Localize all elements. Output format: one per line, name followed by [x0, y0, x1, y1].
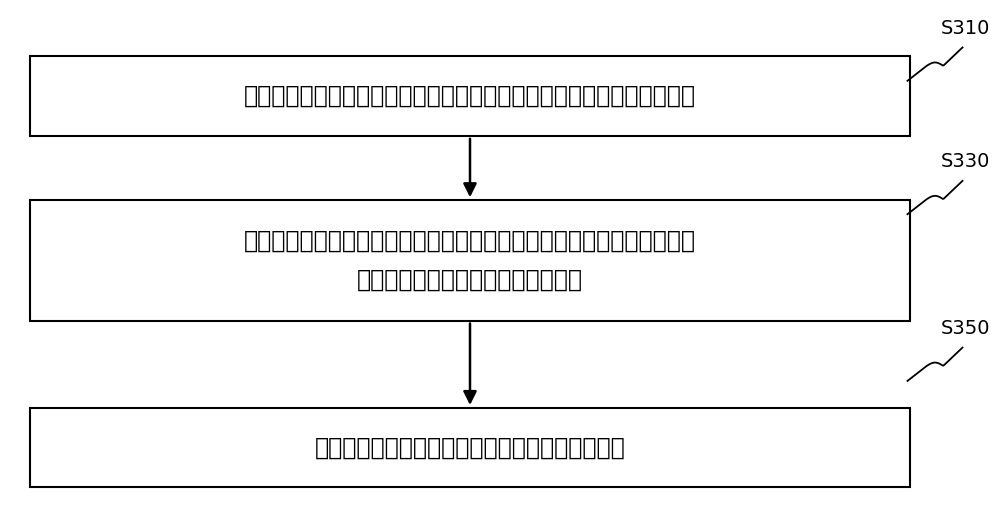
- Text: S330: S330: [940, 152, 990, 171]
- Text: 获取目标场景的场景图像中的人头位置、以及人头位置处的人脸识别结果: 获取目标场景的场景图像中的人头位置、以及人头位置处的人脸识别结果: [244, 84, 696, 108]
- Text: S310: S310: [940, 18, 990, 38]
- Text: 在任意人头位置处的人脸识别结果表示人脸识别失败的情况下，发起对人
脸识别失败的人头位置处的身份检测: 在任意人头位置处的人脸识别结果表示人脸识别失败的情况下，发起对人 脸识别失败的人…: [244, 229, 696, 292]
- FancyBboxPatch shape: [30, 56, 910, 136]
- FancyBboxPatch shape: [30, 200, 910, 321]
- Text: S350: S350: [940, 319, 990, 338]
- Text: 记录对人脸识别失败的人头位置处的身份检测结果: 记录对人脸识别失败的人头位置处的身份检测结果: [315, 436, 625, 460]
- FancyBboxPatch shape: [30, 408, 910, 487]
